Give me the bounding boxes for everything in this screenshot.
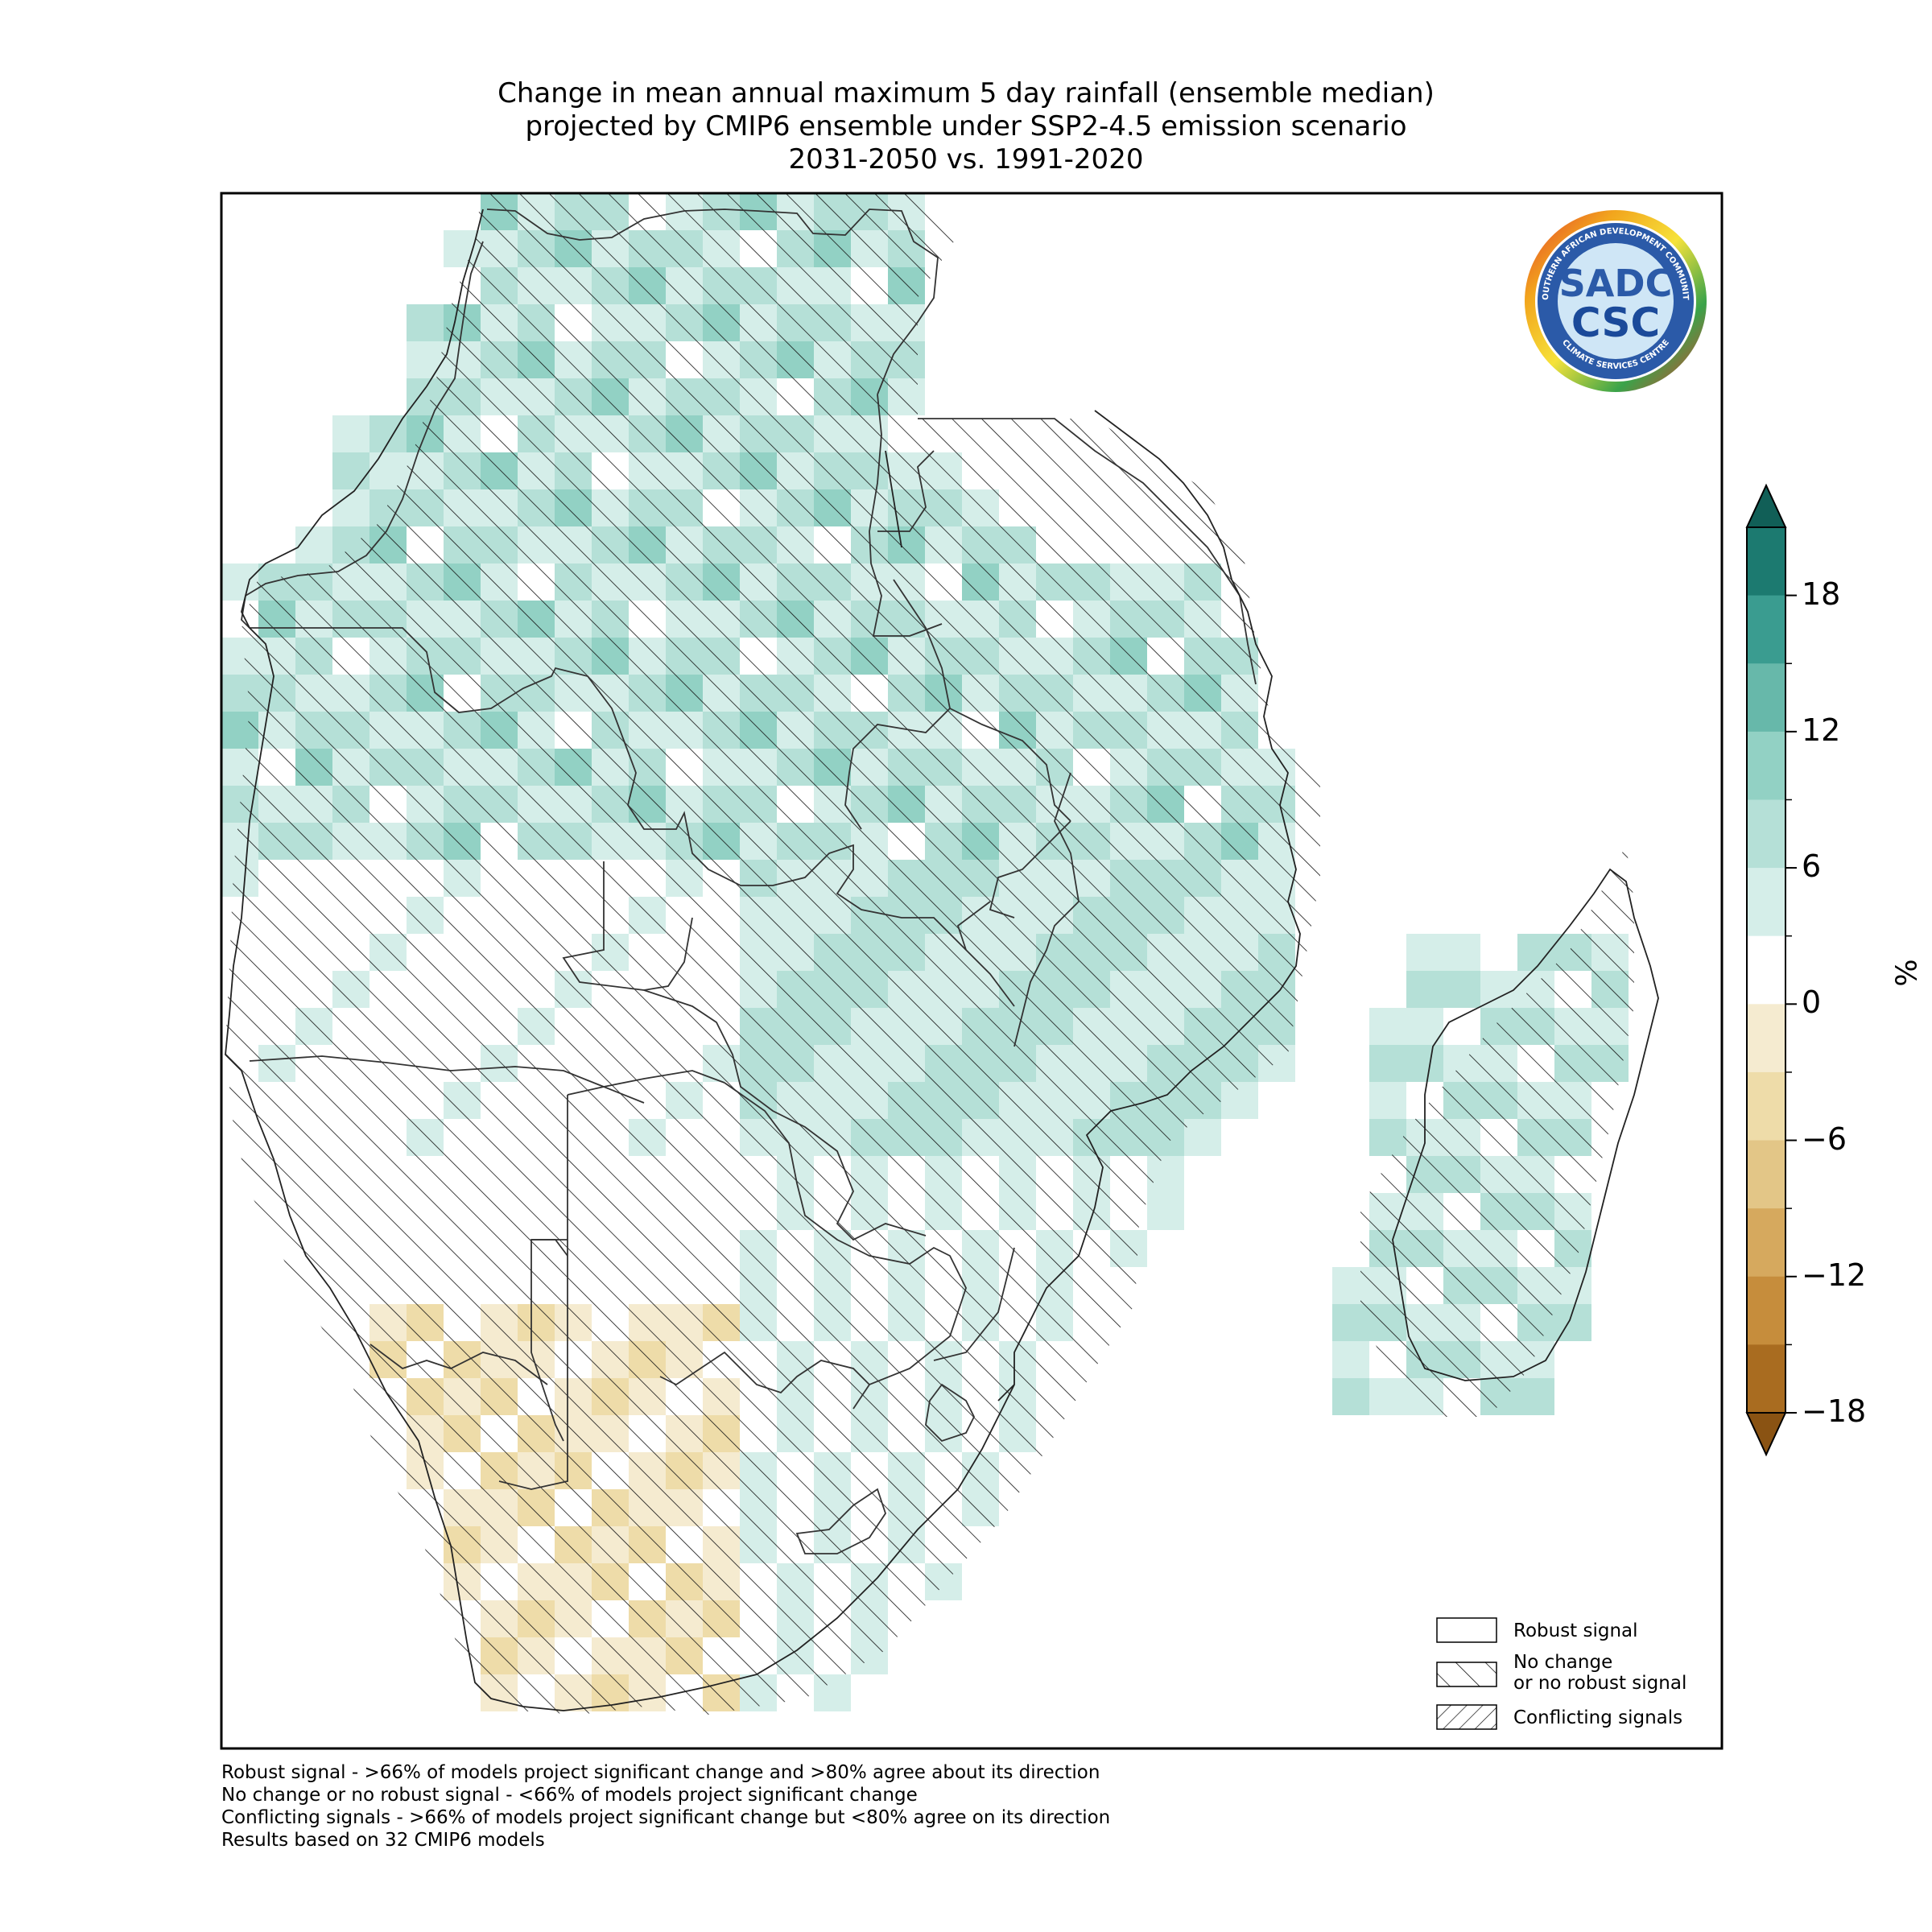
hatch-legend xyxy=(1436,1617,1497,1730)
grid-cell xyxy=(332,452,369,489)
footnote-models: Results based on 32 CMIP6 models xyxy=(221,1830,545,1851)
chart-title: Change in mean annual maximum 5 day rain… xyxy=(0,77,1932,176)
colorbar-tick-label: −6 xyxy=(1802,1121,1847,1157)
colorbar-tick-label: −18 xyxy=(1802,1393,1867,1429)
grid-cell xyxy=(1406,934,1443,971)
grid-cell xyxy=(407,304,444,341)
grid-cell xyxy=(332,415,369,452)
colorbar-tick-label: 6 xyxy=(1802,848,1822,885)
logo-sadc-text: SADC xyxy=(1559,262,1673,305)
map-border xyxy=(220,192,1724,1750)
colorbar-segment xyxy=(1747,1071,1785,1141)
grid-cell xyxy=(1443,971,1480,1008)
grid-cell xyxy=(407,341,444,378)
colorbar-segment xyxy=(1747,663,1785,733)
grid-cell xyxy=(1443,934,1480,971)
no-robust-signal-hatching xyxy=(225,193,1634,1715)
colorbar-outline xyxy=(1746,526,1786,1414)
footnotes: Robust signal - >66% of models project s… xyxy=(221,1761,1110,1852)
colorbar-segment xyxy=(1747,1208,1785,1278)
colorbar-segment xyxy=(1747,527,1785,597)
colorbar-segment xyxy=(1747,799,1785,869)
grid-cell xyxy=(1332,1378,1369,1415)
colorbar-tick-label: −12 xyxy=(1802,1257,1867,1293)
colorbar-segment xyxy=(1747,595,1785,664)
madagascar xyxy=(1392,868,1659,1381)
grid-cell xyxy=(332,489,369,526)
title-line-3: 2031-2050 vs. 1991-2020 xyxy=(788,143,1144,175)
footnote-robust: Robust signal - >66% of models project s… xyxy=(221,1762,1100,1783)
colorbar-segment xyxy=(1747,1004,1785,1073)
colorbar-segment xyxy=(1747,1276,1785,1345)
grid-cell xyxy=(1406,1008,1443,1045)
grid-cell xyxy=(1369,1008,1406,1045)
coastline xyxy=(225,208,1301,1711)
legend-robust-label: Robust signal xyxy=(1513,1620,1638,1641)
footnote-conflicting: Conflicting signals - >66% of models pro… xyxy=(221,1807,1111,1828)
grid-cell xyxy=(1369,1082,1406,1119)
logo-csc-text: CSC xyxy=(1571,299,1660,346)
colorbar xyxy=(1745,483,1797,1457)
title-line-1: Change in mean annual maximum 5 day rain… xyxy=(497,77,1435,109)
colorbar-segment xyxy=(1747,935,1785,1005)
grid-cell xyxy=(221,564,258,601)
colorbar-segment xyxy=(1747,868,1785,937)
colorbar-tick-label: 0 xyxy=(1802,985,1822,1021)
colorbar-tick-label: 12 xyxy=(1802,712,1841,748)
grid-cell xyxy=(1406,971,1443,1008)
legend-no-change-swatch xyxy=(1436,1662,1497,1687)
sadc-csc-logo: SADC CSC SOUTHERN AFRICAN DEVELOPMENT CO… xyxy=(1525,210,1707,392)
grid-cell xyxy=(1480,971,1517,1008)
grid-cell xyxy=(1369,1045,1406,1082)
colorbar-segment xyxy=(1747,1140,1785,1209)
legend-robust-swatch xyxy=(1436,1617,1497,1643)
colorbar-segment xyxy=(1747,1344,1785,1414)
grid-cell xyxy=(1406,1045,1443,1082)
title-line-2: projected by CMIP6 ensemble under SSP2-4… xyxy=(525,110,1407,142)
grid-cell xyxy=(1184,1119,1221,1156)
grid-cell xyxy=(1332,1341,1369,1378)
legend-conflicting-swatch xyxy=(1436,1704,1497,1730)
colorbar-segment xyxy=(1747,731,1785,800)
legend-conflicting-label: Conflicting signals xyxy=(1513,1707,1683,1728)
colorbar-extend-bottom xyxy=(1745,1412,1787,1457)
footnote-no-change: No change or no robust signal - <66% of … xyxy=(221,1785,918,1806)
map-area xyxy=(221,193,1659,1715)
colorbar-unit: % xyxy=(1890,959,1924,987)
colorbar-tick-label: 18 xyxy=(1802,576,1841,612)
grid-cell xyxy=(1517,1378,1554,1415)
legend-no-change-label: No change or no robust signal xyxy=(1513,1652,1687,1694)
colorbar-extend-top xyxy=(1745,483,1787,528)
country-borders xyxy=(241,208,1257,1554)
grid-cell xyxy=(295,526,332,564)
grid-cell xyxy=(1147,1193,1184,1230)
